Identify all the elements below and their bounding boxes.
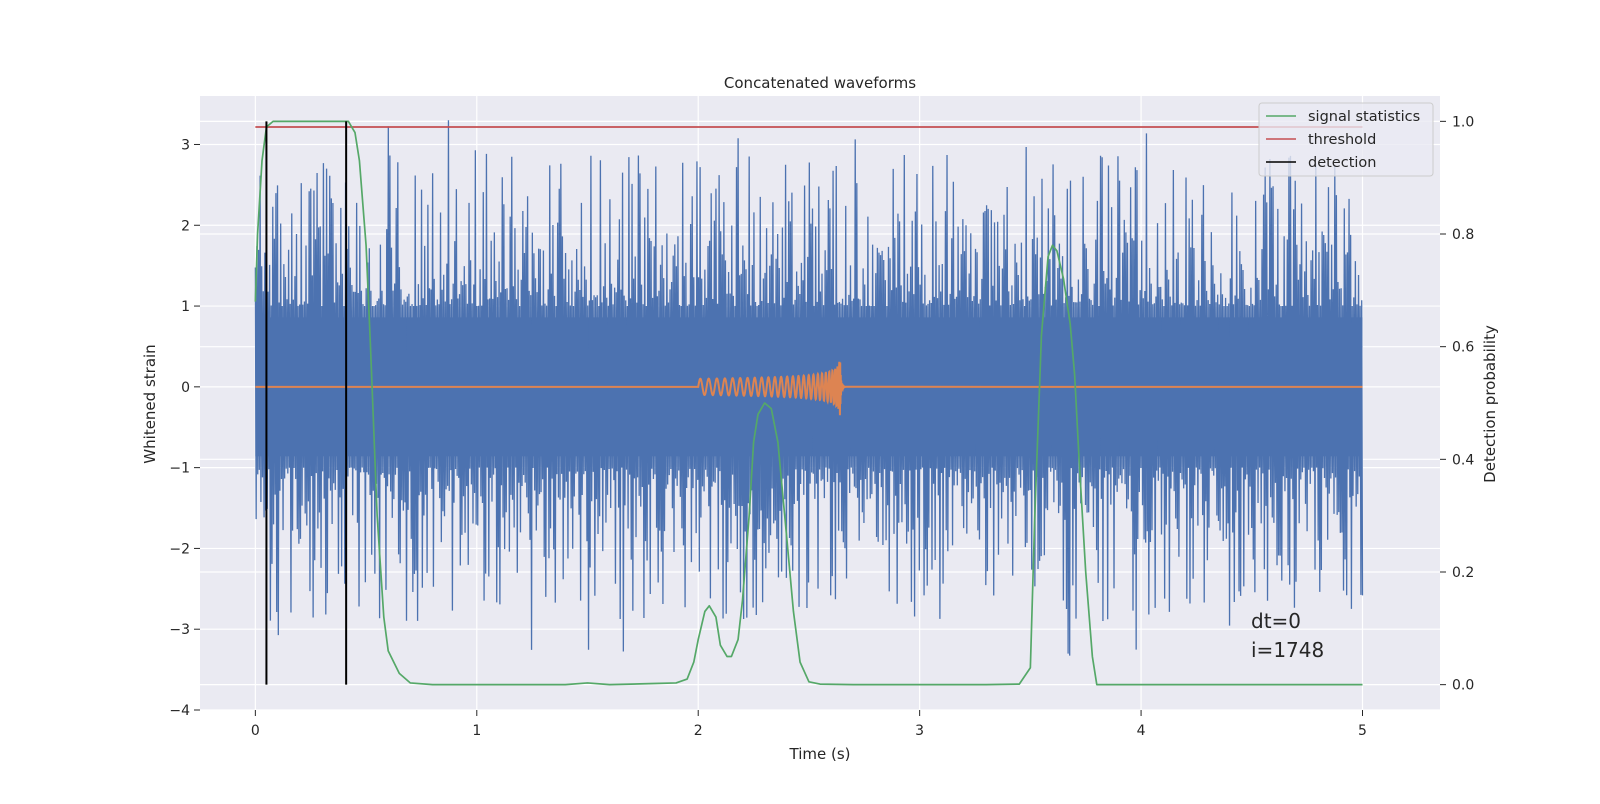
- y-left-tick-label: −1: [169, 461, 190, 477]
- x-tick-label: 3: [915, 723, 924, 739]
- legend-label-detection: detection: [1308, 155, 1376, 171]
- y-right-tick-label: 0.4: [1452, 452, 1474, 468]
- x-tick-label: 2: [694, 723, 703, 739]
- y-left-tick-label: −2: [169, 541, 190, 557]
- y-right-tick-label: 0.0: [1452, 678, 1474, 694]
- x-tick-label: 4: [1137, 723, 1146, 739]
- annotation-index: i=1748: [1251, 638, 1324, 662]
- detection-layer: [265, 121, 348, 685]
- legend-box: [1258, 102, 1434, 177]
- y-left-tick-label: 2: [181, 218, 190, 234]
- y-axis-label-left: Whitened strain: [141, 344, 159, 463]
- template-layer: [255, 361, 1363, 416]
- series-strain-noise: [254, 120, 1364, 656]
- x-tick-label: 1: [472, 723, 481, 739]
- legend-label-threshold: threshold: [1308, 132, 1376, 148]
- y-left-tick-label: −4: [169, 703, 190, 719]
- y-left-tick-label: 0: [181, 380, 190, 396]
- y-left-tick-label: 1: [181, 299, 190, 315]
- series-injected-template: [255, 361, 1363, 416]
- y-left-tick-label: 3: [181, 137, 190, 153]
- annotation-dt: dt=0: [1251, 609, 1301, 633]
- legend-label-signal-statistics: signal statistics: [1308, 109, 1420, 125]
- y-right-tick-label: 0.2: [1452, 565, 1474, 581]
- stat-layer: [254, 120, 1363, 686]
- y-right-tick-label: 0.6: [1452, 340, 1474, 356]
- x-axis-label: Time (s): [789, 745, 851, 763]
- y-right-tick-label: 1.0: [1452, 114, 1474, 130]
- y-left-tick-label: −3: [169, 622, 190, 638]
- tick-layer: 0 1 2 3 4 5 −4 −3 −2 −1 0 1 2 3 0.0 0.2 0.4 0.6 0.8 1.0: [169, 114, 1474, 739]
- legend: signal statistics threshold detection: [1258, 102, 1434, 177]
- x-tick-label: 5: [1358, 723, 1367, 739]
- y-axis-label-right: Detection probability: [1481, 325, 1499, 483]
- chart-title: Concatenated waveforms: [724, 74, 916, 92]
- series-signal-statistics: [254, 120, 1363, 686]
- y-right-tick-label: 0.8: [1452, 227, 1474, 243]
- x-tick-label: 0: [251, 723, 260, 739]
